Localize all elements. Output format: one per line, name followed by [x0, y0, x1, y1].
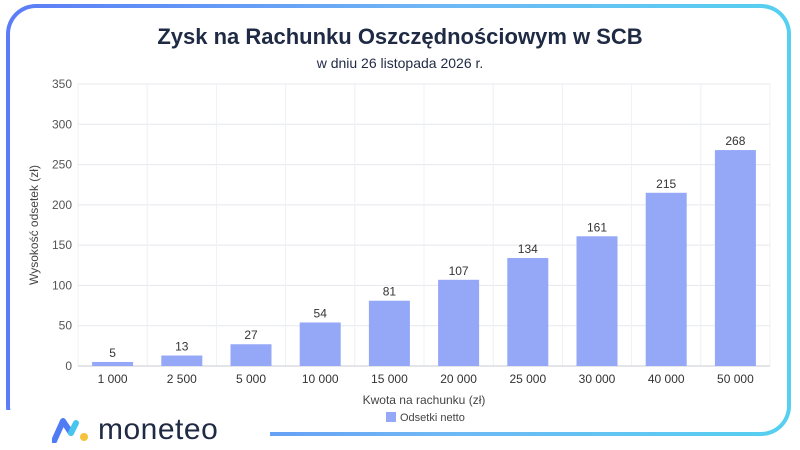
- bar: [576, 236, 618, 366]
- brand-logo: moneteo: [0, 410, 270, 450]
- x-tick-label: 50 000: [717, 372, 754, 386]
- x-tick-label: 1 000: [98, 372, 128, 386]
- bar-value-label: 5: [109, 346, 116, 360]
- y-tick-label: 50: [59, 319, 73, 333]
- chart-title: Zysk na Rachunku Oszczędnościowym w SCB: [157, 24, 643, 49]
- bar-value-label: 13: [175, 340, 189, 354]
- chart-subtitle: w dniu 26 listopada 2026 r.: [316, 55, 484, 71]
- bar: [161, 355, 203, 366]
- legend-label: Odsetki netto: [400, 412, 465, 424]
- y-tick-label: 150: [52, 238, 72, 252]
- y-tick-label: 0: [65, 359, 72, 373]
- y-tick-label: 300: [52, 117, 72, 131]
- bar-value-label: 27: [244, 328, 258, 342]
- x-tick-label: 25 000: [509, 372, 546, 386]
- bar: [714, 150, 756, 366]
- legend-swatch: [386, 412, 396, 422]
- x-tick-label: 15 000: [371, 372, 408, 386]
- bar: [299, 322, 341, 366]
- bar: [230, 344, 272, 366]
- bar-value-label: 134: [518, 242, 538, 256]
- x-tick-label: 20 000: [440, 372, 477, 386]
- y-axis-title: Wysokość odsetek (zł): [27, 165, 41, 285]
- bar: [645, 192, 687, 366]
- x-tick-label: 2 500: [167, 372, 197, 386]
- bar: [507, 258, 549, 366]
- bar-value-label: 161: [587, 220, 607, 234]
- bar-value-label: 268: [725, 134, 745, 148]
- x-axis-title: Kwota na rachunku (zł): [363, 393, 486, 407]
- y-tick-label: 100: [52, 278, 72, 292]
- bar-value-label: 81: [383, 285, 397, 299]
- bar: [438, 279, 480, 366]
- bar-value-label: 54: [314, 306, 328, 320]
- x-tick-label: 10 000: [302, 372, 339, 386]
- y-tick-label: 200: [52, 198, 72, 212]
- y-tick-label: 350: [52, 77, 72, 91]
- moneteo-logo-icon: [52, 418, 88, 443]
- bar: [368, 300, 410, 366]
- x-tick-label: 5 000: [236, 372, 266, 386]
- y-tick-label: 250: [52, 158, 72, 172]
- x-tick-label: 40 000: [648, 372, 685, 386]
- bar: [92, 361, 134, 366]
- bar-value-label: 215: [656, 177, 676, 191]
- bar-value-label: 107: [449, 264, 469, 278]
- x-tick-label: 30 000: [579, 372, 616, 386]
- brand-name: moneteo: [98, 413, 219, 446]
